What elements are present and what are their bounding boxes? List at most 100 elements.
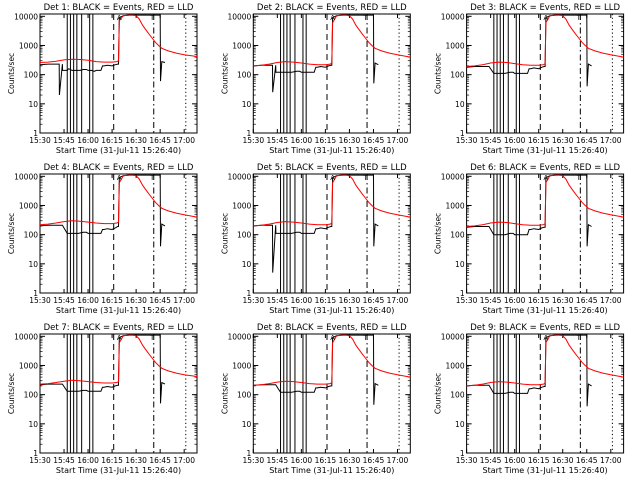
annotation-label: T: [362, 14, 368, 22]
y-tick-label: 10000: [227, 12, 251, 21]
y-tick-label: 1: [247, 129, 252, 138]
x-tick-label: 16:45: [576, 456, 598, 465]
y-tick-label: 1: [460, 129, 465, 138]
x-tick-label: 16:00: [291, 296, 313, 305]
annotation-label: A: [544, 174, 549, 182]
x-tick-label: 15:45: [267, 296, 289, 305]
y-tick-label: 10: [455, 420, 465, 429]
detector-panel-3: Det 3: BLACK = Events, RED = LLD 1 10 100 10…: [434, 3, 625, 155]
x-tick-label: 16:30: [125, 136, 147, 145]
y-tick-label: 10: [455, 260, 465, 269]
lld-series-line: [39, 174, 198, 226]
x-tick-label: 16:15: [101, 136, 123, 145]
detector-panel-8: Det 8: BLACK = Events, RED = LLD 1 10 100 10…: [220, 323, 411, 475]
x-tick-label: 16:15: [315, 136, 337, 145]
y-tick-label: 100: [237, 231, 252, 240]
detector-panel-4: Det 4: BLACK = Events, RED = LLD 1 10 100 10…: [7, 163, 198, 315]
lld-series-line: [466, 14, 624, 67]
x-tick-label: 15:30: [456, 296, 478, 305]
y-tick-label: 10: [242, 420, 252, 429]
x-axis-label: Start Time (31-Jul-11 15:26:40): [269, 146, 394, 155]
chart-title: Det 7: BLACK = Events, RED = LLD: [44, 323, 194, 333]
x-tick-label: 15:45: [480, 296, 502, 305]
x-tick-label: 16:45: [363, 296, 385, 305]
x-tick-label: 16:30: [552, 136, 574, 145]
x-tick-label: 16:45: [149, 136, 171, 145]
x-tick-label: 16:00: [504, 456, 526, 465]
annotation-label: T: [362, 174, 368, 182]
annotation-label: A: [544, 14, 549, 22]
plot-frame: [466, 13, 625, 134]
annotation-label: T: [362, 334, 368, 342]
x-tick-label: 15:45: [53, 136, 75, 145]
lld-series-line: [39, 14, 198, 63]
y-tick-label: 100: [24, 71, 39, 80]
x-tick-label: 17:00: [387, 456, 409, 465]
x-tick-label: 16:00: [504, 136, 526, 145]
y-tick-label: 100: [450, 71, 465, 80]
x-tick-label: 16:30: [125, 456, 147, 465]
x-tick-label: 17:00: [387, 296, 409, 305]
x-axis-label: Start Time (31-Jul-11 15:26:40): [56, 466, 181, 475]
annotation-label: T: [576, 14, 582, 22]
x-tick-label: 17:00: [387, 136, 409, 145]
y-tick-label: 100: [450, 391, 465, 400]
annotation-label: T: [576, 174, 582, 182]
plot-frame: [252, 333, 411, 454]
x-tick-label: 15:45: [53, 296, 75, 305]
x-axis-label: Start Time (31-Jul-11 15:26:40): [269, 466, 394, 475]
events-series-line: [253, 14, 379, 93]
events-series-line: [39, 14, 166, 96]
x-tick-label: 16:00: [291, 136, 313, 145]
y-tick-label: 1000: [19, 201, 38, 210]
y-tick-label: 10000: [14, 332, 38, 341]
y-tick-label: 1000: [446, 201, 465, 210]
annotation-label: T: [149, 174, 155, 182]
y-tick-label: 1000: [19, 361, 38, 370]
chart-title: Det 1: BLACK = Events, RED = LLD: [44, 3, 194, 13]
annotation-label: A: [117, 174, 122, 182]
annotation-label: A: [117, 334, 122, 342]
y-tick-label: 100: [24, 231, 39, 240]
x-tick-label: 15:30: [456, 136, 478, 145]
lld-series-line: [466, 334, 624, 387]
y-tick-label: 1: [460, 289, 465, 298]
y-tick-label: 1000: [446, 361, 465, 370]
x-tick-label: 17:00: [173, 456, 195, 465]
x-tick-label: 17:00: [173, 136, 195, 145]
chart-title: Det 4: BLACK = Events, RED = LLD: [44, 163, 194, 173]
x-tick-label: 16:15: [315, 296, 337, 305]
x-tick-label: 16:15: [101, 296, 123, 305]
y-axis-label: Counts/sec: [220, 213, 229, 254]
x-tick-label: 16:30: [339, 136, 361, 145]
annotation-label: T: [149, 14, 155, 22]
x-tick-label: 15:45: [480, 136, 502, 145]
y-tick-label: 1: [247, 289, 252, 298]
lld-series-line: [39, 334, 198, 385]
y-tick-label: 100: [237, 71, 252, 80]
plot-frame: [466, 333, 625, 454]
x-tick-label: 15:30: [29, 296, 51, 305]
plot-frame: [466, 173, 625, 294]
y-tick-label: 100: [450, 231, 465, 240]
annotation-label: A: [330, 334, 335, 342]
x-tick-label: 16:45: [149, 296, 171, 305]
lld-series-line: [253, 174, 411, 227]
detector-panel-1: Det 1: BLACK = Events, RED = LLD 1 10 100 10…: [7, 3, 198, 155]
y-tick-label: 1: [460, 449, 465, 458]
y-tick-label: 10000: [227, 332, 251, 341]
plot-frame: [39, 173, 198, 294]
chart-title: Det 8: BLACK = Events, RED = LLD: [257, 323, 407, 333]
x-tick-label: 15:45: [267, 136, 289, 145]
y-axis-label: Counts/sec: [434, 53, 443, 94]
plot-frame: [39, 333, 198, 454]
x-tick-label: 15:30: [242, 136, 264, 145]
annotation-label: T: [149, 334, 155, 342]
chart-title: Det 9: BLACK = Events, RED = LLD: [470, 323, 620, 333]
y-axis-label: Counts/sec: [434, 213, 443, 254]
annotation-label: A: [544, 334, 549, 342]
y-tick-label: 1000: [232, 201, 251, 210]
x-tick-label: 15:30: [242, 296, 264, 305]
events-series-line: [39, 334, 166, 404]
